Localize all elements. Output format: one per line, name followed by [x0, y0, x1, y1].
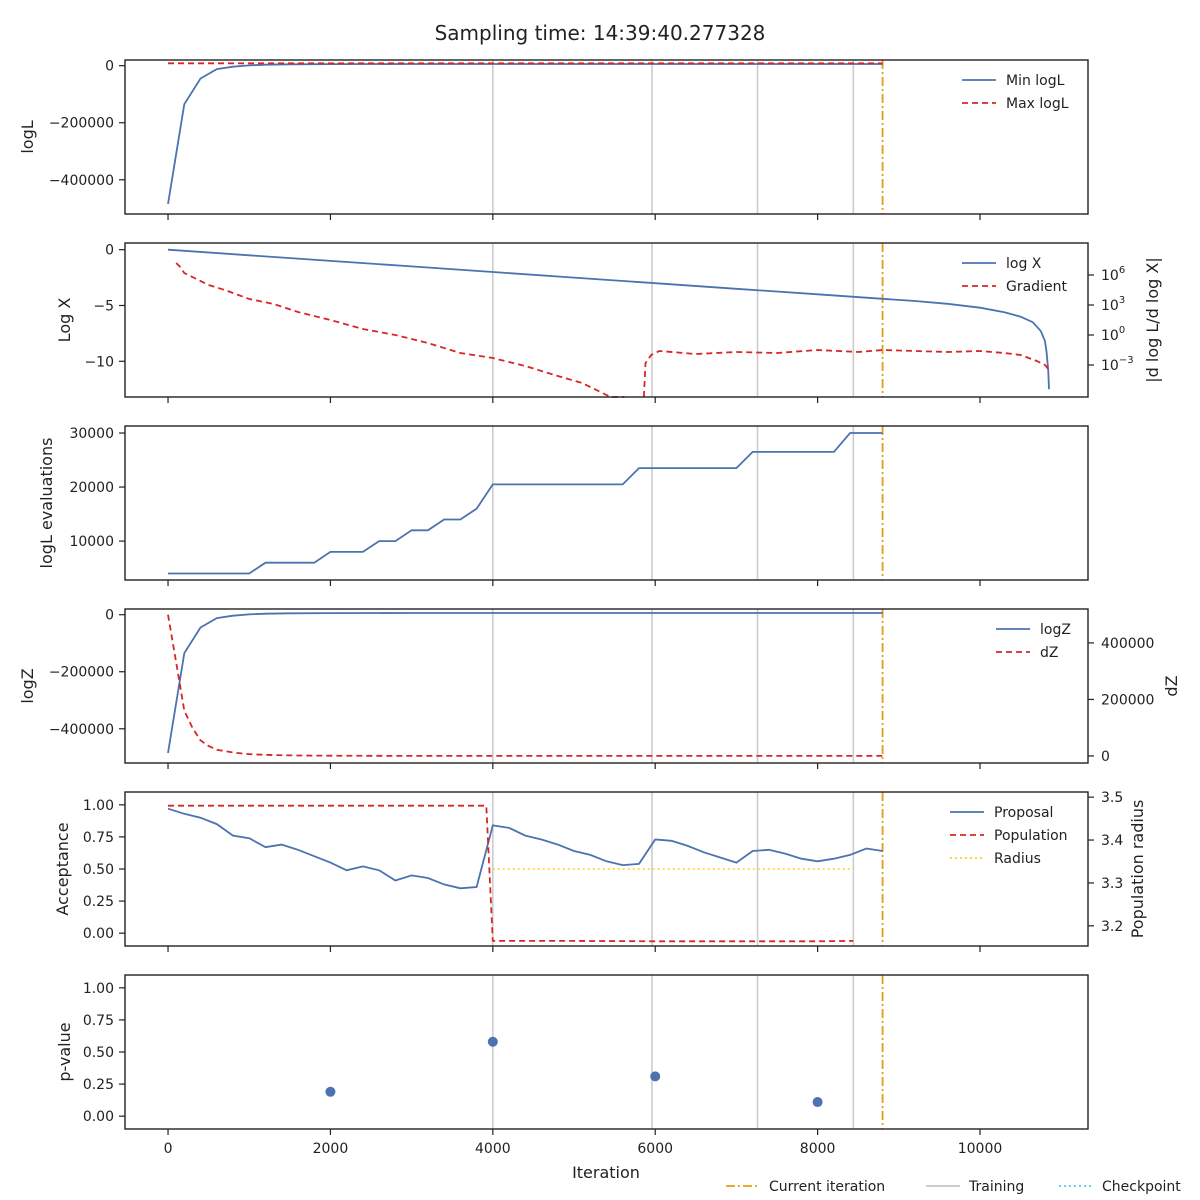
panel-6: 1.00 0.75 0.50 0.25 0.00 p-value 0 2000 4000 6000… [55, 974, 1089, 1157]
bottom-legend: Current iteration Training Checkpoint [726, 1179, 1181, 1195]
legend-label: Training [968, 1179, 1024, 1195]
plot-frame [124, 608, 1089, 764]
y2-tick-label: 3.3 [1101, 876, 1123, 892]
y2-tick-label: 106 [1101, 265, 1125, 284]
figure-title: Sampling time: 14:39:40.277328 [435, 21, 766, 45]
y2-tick-label: 3.2 [1101, 919, 1123, 935]
y-tick-label: −5 [93, 298, 114, 314]
dz-line [167, 614, 883, 757]
y-axis-label: logL [18, 120, 37, 153]
x-tick-label: 6000 [637, 1141, 673, 1157]
legend-label: Current iteration [769, 1179, 885, 1195]
y-tick-label: 0 [105, 243, 114, 259]
panel-1: 0 −200000 −400000 logL Min logL Max logL [18, 59, 1089, 220]
x-tick-label: 10000 [958, 1141, 1003, 1157]
y-tick-label: −400000 [49, 722, 114, 738]
y-tick-label: −200000 [49, 665, 114, 681]
y2-tick-label: 3.4 [1101, 833, 1123, 849]
y-tick-label: −10 [84, 354, 114, 370]
y-tick-label: −200000 [49, 116, 114, 132]
proposal-line [167, 807, 883, 890]
legend-label: Population [994, 828, 1068, 844]
y-tick-label: 20000 [69, 480, 114, 496]
y2-axis-label: |d log L/d log X| [1143, 257, 1162, 382]
panel-2: 0 −5 −10 Log X 106 103 100 10−3 |d log L/d log X… [55, 242, 1162, 403]
gradient-line [175, 262, 625, 398]
min-logl-line [167, 63, 883, 205]
y-tick-label: 0.50 [83, 1045, 114, 1061]
legend-label: Min logL [1006, 73, 1065, 89]
y-tick-label: 0.75 [83, 830, 114, 846]
x-tick-label: 4000 [475, 1141, 511, 1157]
legend-label: log X [1006, 256, 1042, 272]
x-tick-label: 0 [164, 1141, 173, 1157]
data-point [650, 1071, 661, 1082]
y2-tick-label: 10−3 [1101, 355, 1134, 374]
plot-frame [124, 242, 1089, 398]
plot-frame [124, 974, 1089, 1130]
panel-5: 1.00 0.75 0.50 0.25 0.00 Acceptance 3.5 3.4 3.3 3… [53, 790, 1147, 952]
plot-frame [124, 425, 1089, 581]
plot-frame [124, 791, 1089, 947]
y2-tick-label: 3.5 [1101, 790, 1123, 806]
y-tick-label: 0.50 [83, 862, 114, 878]
y-tick-label: 0.00 [83, 926, 114, 942]
y-axis-label: Log X [55, 298, 74, 343]
data-point [812, 1097, 823, 1108]
y-axis-label: logL evaluations [37, 438, 56, 569]
y-tick-label: 0.75 [83, 1013, 114, 1029]
chart-panels: 0 −200000 −400000 logL Min logL Max logL 0 −5 −1… [18, 59, 1181, 1157]
y2-axis-label: dZ [1162, 675, 1181, 696]
legend-label: Max logL [1006, 96, 1069, 112]
y-tick-label: 0.25 [83, 1077, 114, 1093]
y-tick-label: 30000 [69, 426, 114, 442]
y-tick-label: 1.00 [83, 981, 114, 997]
x-tick-label: 2000 [313, 1141, 349, 1157]
y-tick-label: −400000 [49, 173, 114, 189]
y-axis-label: Acceptance [53, 822, 72, 915]
y2-tick-label: 400000 [1101, 636, 1154, 652]
plot-frame [124, 59, 1089, 215]
legend-label: Checkpoint [1102, 1179, 1181, 1195]
x-tick-label: 8000 [800, 1141, 836, 1157]
y-axis-label: p-value [55, 1022, 74, 1081]
legend-label: Radius [994, 851, 1041, 867]
data-point [325, 1086, 336, 1097]
x-axis-label: Iteration [572, 1163, 640, 1182]
log-x-line [167, 248, 1050, 390]
y2-tick-label: 100 [1101, 325, 1125, 344]
population-line [168, 804, 854, 943]
y2-tick-label: 103 [1101, 295, 1125, 314]
y-tick-label: 10000 [69, 534, 114, 550]
panel-3: 10000 20000 30000 logL evaluations [37, 425, 1089, 586]
series-line [168, 432, 883, 575]
y2-tick-label: 0 [1101, 749, 1110, 765]
gradient-line [643, 349, 1050, 398]
logz-line [167, 612, 883, 754]
y2-tick-label: 200000 [1101, 692, 1154, 708]
y-tick-label: 0 [105, 608, 114, 624]
data-point [487, 1036, 498, 1047]
legend-label: dZ [1040, 645, 1058, 661]
y-tick-label: 0.25 [83, 894, 114, 910]
legend-label: logZ [1040, 622, 1071, 638]
y-tick-label: 0.00 [83, 1109, 114, 1125]
y-axis-label: logZ [18, 668, 37, 703]
y-tick-label: 0 [105, 59, 114, 75]
panel-4: 0 −200000 −400000 logZ 0 200000 400000 dZ logZ dZ [18, 608, 1181, 769]
y2-axis-label: Population radius [1128, 800, 1147, 939]
legend-label: Gradient [1006, 279, 1067, 295]
y-tick-label: 1.00 [83, 798, 114, 814]
legend-label: Proposal [994, 805, 1053, 821]
